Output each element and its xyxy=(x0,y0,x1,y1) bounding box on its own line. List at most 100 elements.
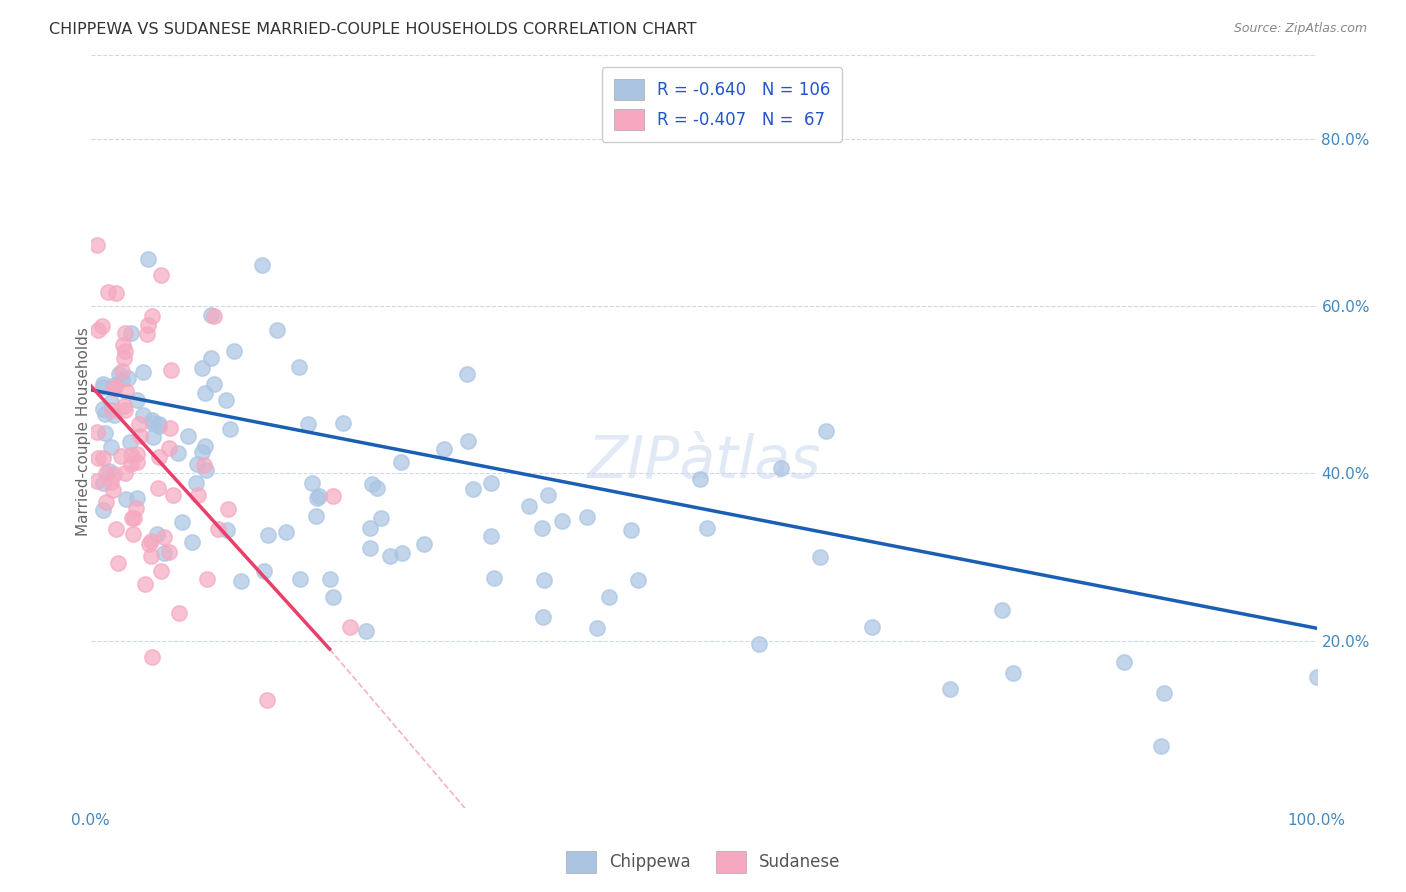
Point xyxy=(114,326,136,340)
Point xyxy=(576,510,599,524)
Point xyxy=(433,442,456,456)
Point xyxy=(810,549,832,564)
Point xyxy=(1305,670,1327,684)
Point xyxy=(1112,655,1135,669)
Point xyxy=(101,403,124,417)
Point xyxy=(142,416,165,430)
Point xyxy=(157,441,180,455)
Point xyxy=(124,500,146,515)
Point xyxy=(157,545,180,559)
Point xyxy=(142,430,165,444)
Text: CHIPPEWA VS SUDANESE MARRIED-COUPLE HOUSEHOLDS CORRELATION CHART: CHIPPEWA VS SUDANESE MARRIED-COUPLE HOUS… xyxy=(49,22,697,37)
Point xyxy=(167,606,190,620)
Point xyxy=(200,351,222,366)
Point xyxy=(87,450,110,465)
Point xyxy=(1002,666,1025,681)
Point xyxy=(301,476,323,491)
Point xyxy=(304,508,326,523)
Point xyxy=(128,429,150,443)
Point xyxy=(598,590,620,604)
Point xyxy=(517,499,540,513)
Point xyxy=(531,521,554,535)
Point xyxy=(114,492,136,507)
Point xyxy=(103,408,125,422)
Point xyxy=(136,326,159,341)
Point xyxy=(112,337,135,351)
Point xyxy=(533,573,555,587)
Text: ZIPàtlas: ZIPàtlas xyxy=(586,434,820,491)
Point xyxy=(391,546,413,560)
Point xyxy=(224,343,246,358)
Point xyxy=(219,422,242,436)
Point xyxy=(184,475,207,490)
Point xyxy=(250,258,273,272)
Text: Source: ZipAtlas.com: Source: ZipAtlas.com xyxy=(1233,22,1367,36)
Point xyxy=(146,527,169,541)
Point xyxy=(111,364,134,378)
Point xyxy=(149,565,172,579)
Point xyxy=(136,252,159,266)
Point xyxy=(627,573,650,587)
Point xyxy=(215,524,238,538)
Point xyxy=(91,377,114,392)
Point xyxy=(91,450,114,465)
Point xyxy=(128,417,150,431)
Point xyxy=(141,649,163,664)
Point xyxy=(114,344,136,359)
Point xyxy=(359,521,381,535)
Point xyxy=(176,429,198,443)
Point xyxy=(159,362,181,376)
Point xyxy=(531,610,554,624)
Point xyxy=(860,620,883,634)
Point xyxy=(86,425,108,440)
Point xyxy=(127,447,149,461)
Point xyxy=(202,309,225,323)
Point xyxy=(191,361,214,376)
Point xyxy=(322,590,344,604)
Point xyxy=(586,621,609,635)
Point xyxy=(769,461,792,475)
Point xyxy=(1150,739,1173,754)
Point xyxy=(167,446,190,460)
Point xyxy=(191,445,214,459)
Legend: R = -0.640   N = 106, R = -0.407   N =  67: R = -0.640 N = 106, R = -0.407 N = 67 xyxy=(602,67,842,142)
Point xyxy=(91,475,114,490)
Point xyxy=(162,487,184,501)
Point xyxy=(86,474,108,488)
Point xyxy=(117,371,139,385)
Point xyxy=(100,395,122,409)
Point xyxy=(939,681,962,696)
Point xyxy=(152,545,174,559)
Point xyxy=(689,472,711,486)
Point xyxy=(87,323,110,337)
Point xyxy=(366,481,388,495)
Point xyxy=(256,692,278,706)
Point xyxy=(103,377,125,392)
Point xyxy=(152,530,174,544)
Point xyxy=(100,440,122,454)
Point xyxy=(103,380,125,394)
Point xyxy=(1153,686,1175,700)
Point xyxy=(139,549,162,563)
Point xyxy=(97,464,120,478)
Point xyxy=(361,476,384,491)
Point xyxy=(217,501,239,516)
Point xyxy=(148,450,170,465)
Point xyxy=(97,285,120,300)
Point xyxy=(207,522,229,536)
Point xyxy=(195,463,218,477)
Point xyxy=(322,489,344,503)
Point xyxy=(91,380,114,394)
Point xyxy=(91,402,114,417)
Point xyxy=(138,318,160,333)
Point xyxy=(620,523,643,537)
Point xyxy=(288,360,311,375)
Point xyxy=(139,533,162,548)
Point xyxy=(172,515,194,529)
Point xyxy=(105,523,128,537)
Point xyxy=(127,455,149,469)
Point xyxy=(100,475,122,490)
Point xyxy=(195,572,218,586)
Point xyxy=(94,407,117,421)
Point xyxy=(159,421,181,435)
